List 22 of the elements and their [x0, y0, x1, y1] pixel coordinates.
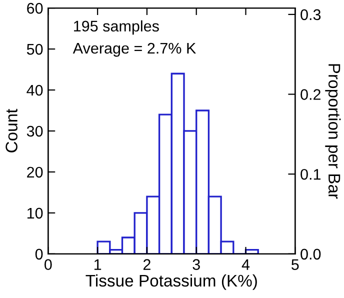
- x-axis-title: Tissue Potassium (K%): [86, 274, 257, 290]
- y-tick-label: 50: [26, 44, 43, 55]
- annotation: Average = 2.7% K: [72, 42, 196, 57]
- y-tick-label: 30: [26, 126, 43, 137]
- y-tick-label: 10: [27, 208, 43, 219]
- x-tick-label: 3: [192, 259, 200, 270]
- y2-tick-label: 0.1: [300, 168, 321, 180]
- y2-tick-label: 0.3: [300, 9, 321, 20]
- x-tick-label: 1: [94, 259, 102, 270]
- y-tick-label: 40: [26, 84, 43, 96]
- y-tick-label: 0: [35, 248, 43, 260]
- x-tick-label: 4: [242, 259, 250, 270]
- annotation: 195 samples: [74, 20, 159, 35]
- x-tick-label: 2: [143, 259, 150, 270]
- y-tick-label: 20: [27, 166, 43, 178]
- y-tick-label: 60: [27, 2, 43, 14]
- y-axis-title: Count: [6, 108, 18, 152]
- y2-axis-title: Proportion per Bar: [325, 64, 341, 199]
- x-tick-label: 5: [292, 259, 299, 270]
- y2-tick-label: 0.0: [300, 248, 321, 260]
- y2-tick-label: 0.2: [300, 89, 320, 100]
- x-tick-label: 0: [44, 259, 52, 270]
